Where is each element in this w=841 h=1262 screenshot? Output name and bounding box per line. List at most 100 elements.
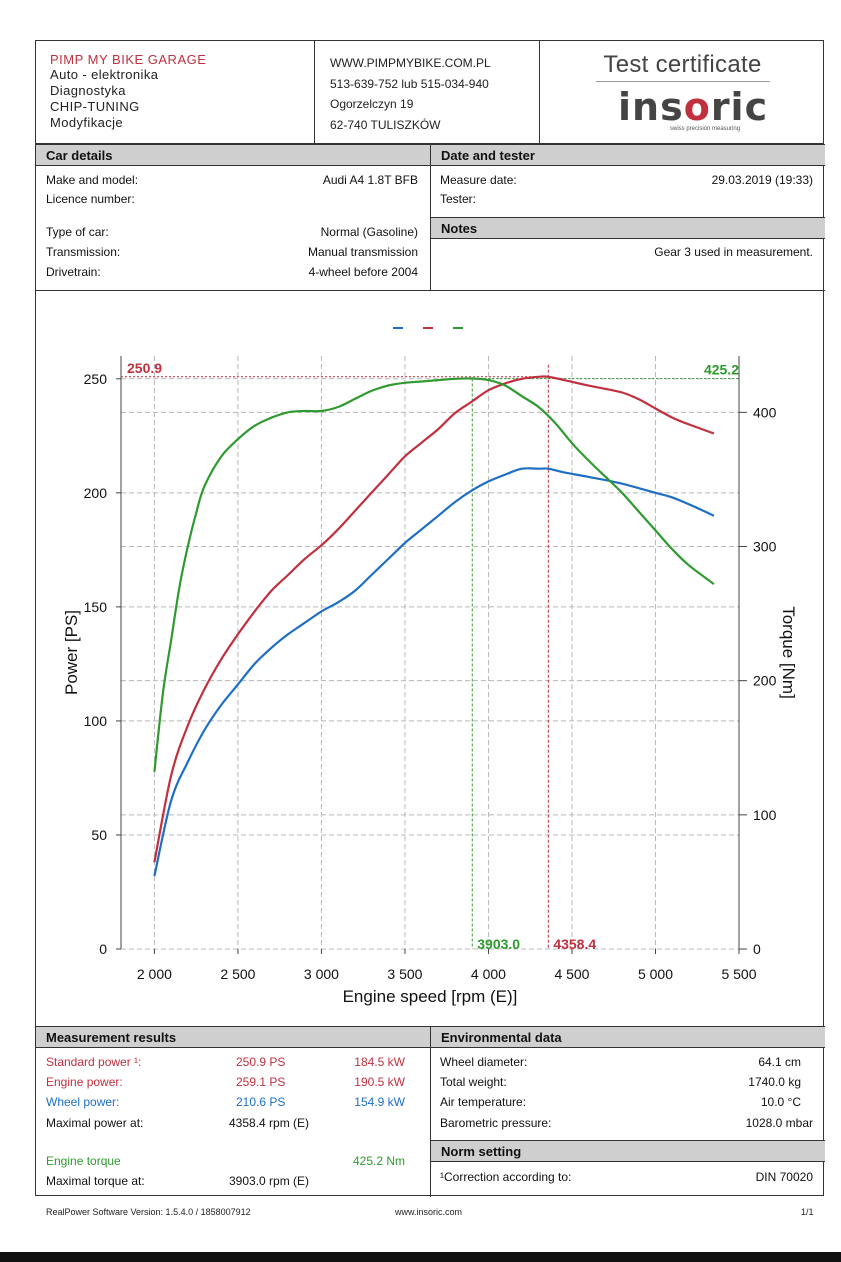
insoric-logo: insoric <box>618 85 768 129</box>
software-version: RealPower Software Version: 1.5.4.0 / 18… <box>46 1207 251 1217</box>
address-line: Ogorzelczyn 19 <box>330 97 414 111</box>
certificate-title: Test certificate <box>603 51 762 78</box>
row-value: Audi A4 1.8T BFB <box>322 173 418 187</box>
power-ps-value: 259.1 PS <box>236 1075 286 1089</box>
y-tick-label: 100 <box>84 713 108 729</box>
row-label: Engine torque <box>46 1154 121 1168</box>
logo-part: ins <box>618 85 684 129</box>
y-tick-label: 50 <box>91 827 107 843</box>
footer-website: www.insoric.com <box>395 1207 463 1217</box>
engine-power-row: Engine power: 259.1 PS 190.5 kW <box>46 1075 418 1095</box>
environment-row: Wheel diameter: 64.1 cm <box>440 1055 813 1075</box>
environment-row: Air temperature: 10.0 °C <box>440 1095 813 1115</box>
x-tick-label: 5 500 <box>721 966 756 982</box>
row-label: Transmission: <box>46 245 121 259</box>
wheel-power-curve <box>153 467 715 877</box>
x-tick-label: 4 500 <box>554 966 589 982</box>
section-divider <box>36 290 825 291</box>
row-label: Type of car: <box>46 225 109 239</box>
bottom-edge <box>0 1252 841 1262</box>
notes-text: Gear 3 used in measurement. <box>654 245 813 259</box>
engine-torque-row: Engine torque 425.2 Nm <box>46 1154 418 1174</box>
logo-tagline: swiss precision measuring <box>670 126 741 132</box>
row-value: 1028.0 mbar <box>745 1116 813 1130</box>
row-value: 29.03.2019 (19:33) <box>711 173 813 187</box>
certificate-header: PIMP MY BIKE GARAGE Auto - elektronika D… <box>36 41 823 144</box>
power-kw-value: 184.5 kW <box>354 1055 405 1069</box>
row-label: Tester: <box>440 192 477 206</box>
max-power-rpm: 4358.4 rpm (E) <box>229 1116 310 1130</box>
row-label: Air temperature: <box>440 1095 527 1109</box>
environmental-heading: Environmental data <box>430 1026 825 1048</box>
date-tester-heading: Date and tester <box>430 144 825 166</box>
y2-axis-label: Torque [Nm] <box>779 606 798 699</box>
power-ps-value: 250.9 PS <box>236 1055 286 1069</box>
garage-line: Auto - elektronika <box>50 67 159 82</box>
x-tick-label: 2 500 <box>220 966 255 982</box>
wheel-power-row: Wheel power: 210.6 PS 154.9 kW <box>46 1095 418 1115</box>
garage-line: Diagnostyka <box>50 83 126 98</box>
max-torque-rpm: 3903.0 rpm (E) <box>229 1174 310 1188</box>
row-label: Total weight: <box>440 1075 507 1089</box>
y2-tick-label: 100 <box>753 807 777 823</box>
max-torque-rpm-label: 3903.0 <box>477 936 520 952</box>
y2-tick-label: 400 <box>753 404 777 420</box>
garage-line: CHIP-TUNING <box>50 99 140 114</box>
certificate-frame: PIMP MY BIKE GARAGE Auto - elektronika D… <box>35 40 825 1197</box>
logo-part-accent: o <box>683 85 711 129</box>
city-line: 62-740 TULISZKÓW <box>330 117 441 132</box>
row-label: Standard power ¹: <box>46 1055 142 1069</box>
y-tick-label: 200 <box>84 485 108 501</box>
results-divider <box>430 1026 431 1197</box>
logo-part: ric <box>710 85 769 129</box>
notes-row: Gear 3 used in measurement. <box>440 245 813 265</box>
row-value: 4-wheel before 2004 <box>308 265 418 279</box>
max-power-row: Maximal power at: 4358.4 rpm (E) <box>46 1116 418 1136</box>
x-tick-label: 4 000 <box>471 966 506 982</box>
phone-line: 513-639-752 lub 515-034-940 <box>330 76 489 91</box>
measurement-results-heading: Measurement results <box>36 1026 430 1048</box>
standard-power-row: Standard power ¹: 250.9 PS 184.5 kW <box>46 1055 418 1075</box>
garage-block: PIMP MY BIKE GARAGE Auto - elektronika D… <box>36 41 315 143</box>
website-line: WWW.PIMPMYBIKE.COM.PL <box>330 56 491 70</box>
row-value: Manual transmission <box>307 245 418 259</box>
row-label: Barometric pressure: <box>440 1116 552 1130</box>
title-rule <box>596 81 770 82</box>
y-tick-label: 250 <box>84 371 108 387</box>
car-detail-row: Make and model: Audi A4 1.8T BFB <box>46 173 418 193</box>
environment-row: Total weight: 1740.0 kg <box>440 1075 813 1095</box>
environment-row: Barometric pressure: 1028.0 mbar <box>440 1116 813 1136</box>
y-tick-label: 150 <box>84 599 108 615</box>
row-label: Engine power: <box>46 1075 123 1089</box>
max-torque-row: Maximal torque at: 3903.0 rpm (E) <box>46 1174 418 1194</box>
engine-torque-curve <box>153 377 715 773</box>
power-ps-value: 210.6 PS <box>236 1095 286 1109</box>
row-label: Wheel diameter: <box>440 1055 528 1069</box>
row-label: ¹Correction according to: <box>440 1170 572 1184</box>
standard-power-curve <box>153 375 715 863</box>
y2-tick-label: 300 <box>753 539 777 555</box>
row-label: Maximal torque at: <box>46 1174 145 1188</box>
page-number: 1/1 <box>801 1207 814 1217</box>
dyno-chart: 2 000 2 500 3 000 3 500 4 000 4 500 5 000 5 500… <box>62 327 798 1006</box>
y2-tick-label: 200 <box>753 673 777 689</box>
row-label: Measure date: <box>440 173 517 187</box>
row-value: DIN 70020 <box>755 1170 813 1184</box>
row-label: Wheel power: <box>46 1095 120 1109</box>
x-axis-label: Engine speed [rpm (E)] <box>343 987 518 1006</box>
norm-setting-row: ¹Correction according to: DIN 70020 <box>440 1170 813 1190</box>
car-detail-row: Transmission: Manual transmission <box>46 245 418 265</box>
row-label: Make and model: <box>46 173 139 187</box>
norm-setting-heading: Norm setting <box>430 1140 825 1162</box>
certificate-branding: Test certificate insoric swiss precision… <box>540 41 825 143</box>
x-tick-label: 2 000 <box>137 966 172 982</box>
y2-tick-label: 0 <box>753 941 761 957</box>
row-value: 64.1 cm <box>758 1055 801 1069</box>
row-value: Normal (Gasoline) <box>320 225 418 239</box>
car-detail-row: Licence number: <box>46 192 418 212</box>
car-detail-row: Drivetrain: 4-wheel before 2004 <box>46 265 418 285</box>
car-details-heading: Car details <box>36 144 430 166</box>
max-power-rpm-label: 4358.4 <box>553 936 596 952</box>
row-value: 1740.0 kg <box>748 1075 801 1089</box>
engine-torque-value: 425.2 Nm <box>352 1154 405 1168</box>
